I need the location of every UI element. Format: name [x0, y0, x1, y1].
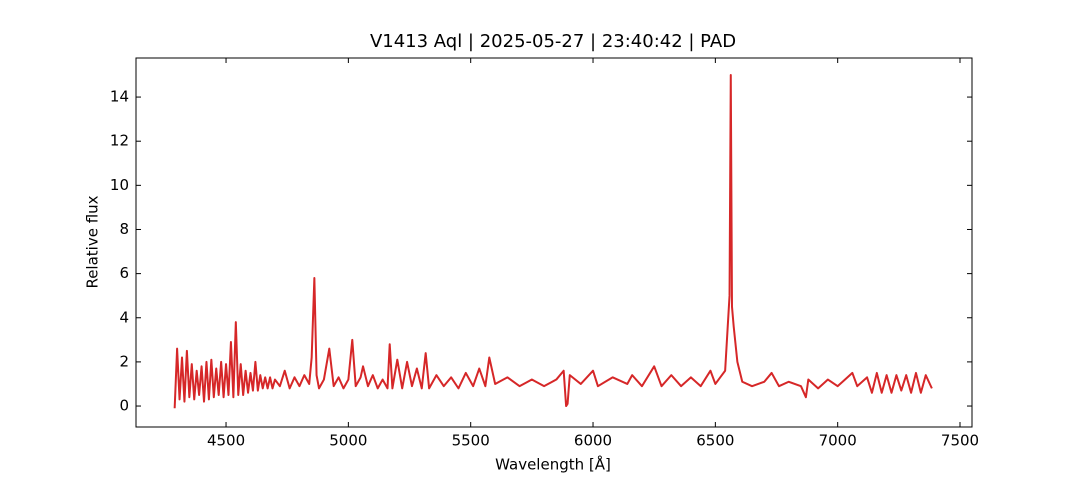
- y-axis-label: Relative flux: [84, 195, 102, 288]
- x-tick-label: 6000: [574, 432, 612, 450]
- y-tick-label: 14: [110, 88, 129, 106]
- spectrum-line: [173, 73, 933, 409]
- x-tick-label: 4500: [207, 432, 245, 450]
- x-tick-label: 7000: [819, 432, 857, 450]
- plot-frame: [135, 57, 973, 428]
- y-tick-label: 10: [110, 176, 129, 194]
- chart-title: V1413 Aql | 2025-05-27 | 23:40:42 | PAD: [370, 31, 736, 52]
- y-tick-label: 4: [119, 308, 129, 326]
- x-tick-label: 5500: [452, 432, 490, 450]
- y-tick-label: 12: [110, 132, 129, 150]
- y-tick-label: 6: [119, 264, 129, 282]
- x-tick-label: 5000: [329, 432, 367, 450]
- y-tick-label: 8: [119, 220, 129, 238]
- x-tick-label: 7500: [941, 432, 979, 450]
- y-tick-label: 2: [119, 352, 129, 370]
- x-tick-label: 6500: [696, 432, 734, 450]
- y-tick-label: 0: [119, 397, 129, 415]
- x-axis-label: Wavelength [Å]: [495, 455, 611, 474]
